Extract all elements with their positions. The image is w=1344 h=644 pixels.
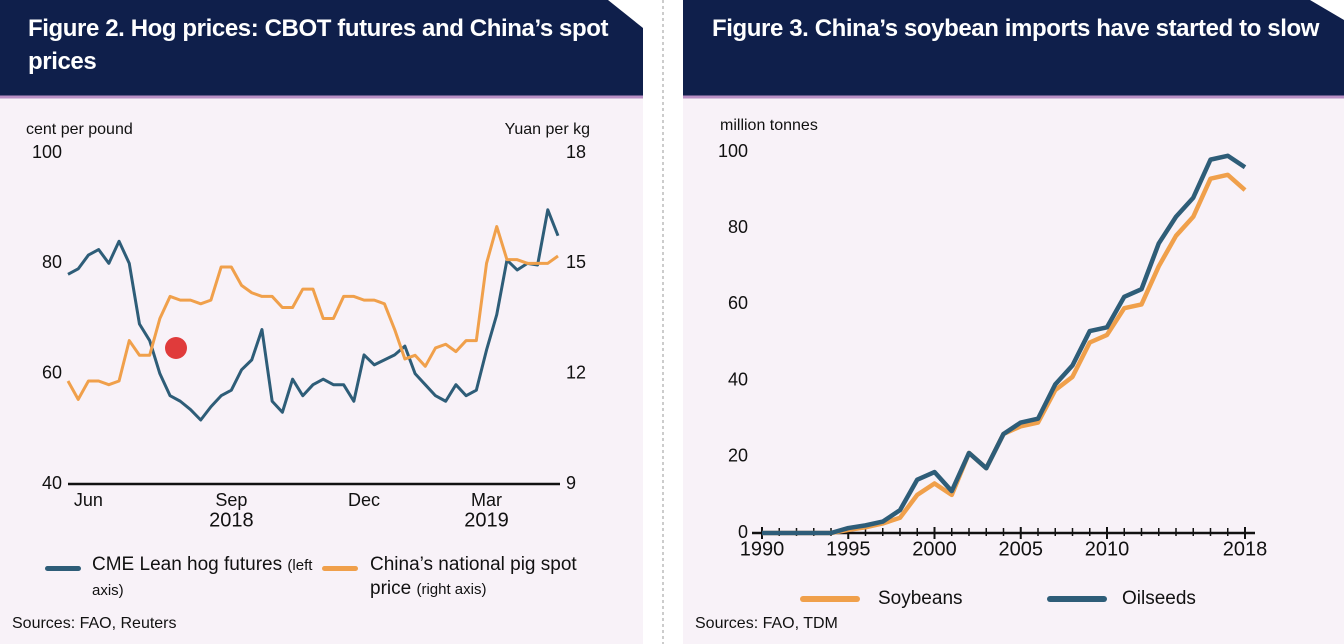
legend-entry: China’s national pig spot price (right a…: [370, 553, 620, 602]
legend-swatch: [800, 596, 860, 602]
legend-label: CME Lean hog futures: [92, 554, 283, 575]
legend-swatch: [322, 566, 358, 571]
y-tick-label: 100: [718, 141, 748, 161]
y-tick-label: 20: [728, 446, 748, 466]
y2-tick-label: 9: [566, 473, 576, 493]
legend-note: (right axis): [416, 581, 487, 598]
source: Sources: FAO, Reuters: [12, 615, 177, 632]
legend-entry: CME Lean hog futures (left axis): [92, 553, 317, 603]
legend-note: (left axis): [92, 557, 313, 599]
y2-tick-label: 18: [566, 142, 586, 162]
y2-tick-label: 15: [566, 252, 586, 272]
y-tick-label: 80: [728, 217, 748, 237]
series-line: [67, 208, 560, 422]
panel: [0, 97, 643, 644]
y-tick-label: 100: [32, 142, 62, 162]
x-tick-label: Mar: [471, 490, 502, 510]
legend-label: Soybeans: [878, 588, 963, 609]
header: [0, 0, 643, 96]
series-line: [66, 225, 559, 401]
y2-tick-label: 12: [566, 362, 586, 382]
x-tick-label: Sep: [215, 490, 247, 510]
source: Sources: FAO, TDM: [695, 615, 838, 632]
highlight-dot: [165, 337, 187, 359]
chart-title: Figure 3. China’s soybean imports have s…: [712, 15, 1319, 42]
legend-label: Oilseeds: [1122, 588, 1196, 609]
header: [683, 0, 1344, 96]
x-tick-label: 2018: [1223, 538, 1268, 560]
panel: [683, 97, 1344, 644]
series-line: [762, 153, 1247, 536]
y2-axis-label: Yuan per kg: [505, 121, 590, 138]
y-tick-label: 40: [42, 473, 62, 493]
x-year-label: 2018: [209, 509, 254, 531]
y-axis-label: million tonnes: [720, 117, 818, 134]
legend-swatch: [45, 566, 81, 571]
y-tick-label: 60: [42, 362, 62, 382]
x-tick-label: 1995: [826, 538, 871, 560]
y-tick-label: 0: [738, 522, 748, 542]
y-tick-label: 60: [728, 293, 748, 313]
x-tick-label: Jun: [74, 490, 103, 510]
x-tick-label: 2010: [1085, 538, 1130, 560]
x-tick-label: Dec: [348, 490, 380, 510]
legend-label: China’s national pig spot price: [370, 554, 577, 599]
y-tick-label: 80: [42, 252, 62, 272]
x-tick-label: 1990: [740, 538, 785, 560]
chart-title: Figure 2. Hog prices: CBOT futures and C…: [28, 15, 609, 75]
x-year-label: 2019: [464, 509, 509, 531]
y-axis-label: cent per pound: [26, 121, 133, 138]
x-tick-label: 2005: [999, 538, 1044, 560]
legend-swatch: [1047, 596, 1107, 602]
x-tick-label: 2000: [912, 538, 957, 560]
y-tick-label: 40: [728, 369, 748, 389]
